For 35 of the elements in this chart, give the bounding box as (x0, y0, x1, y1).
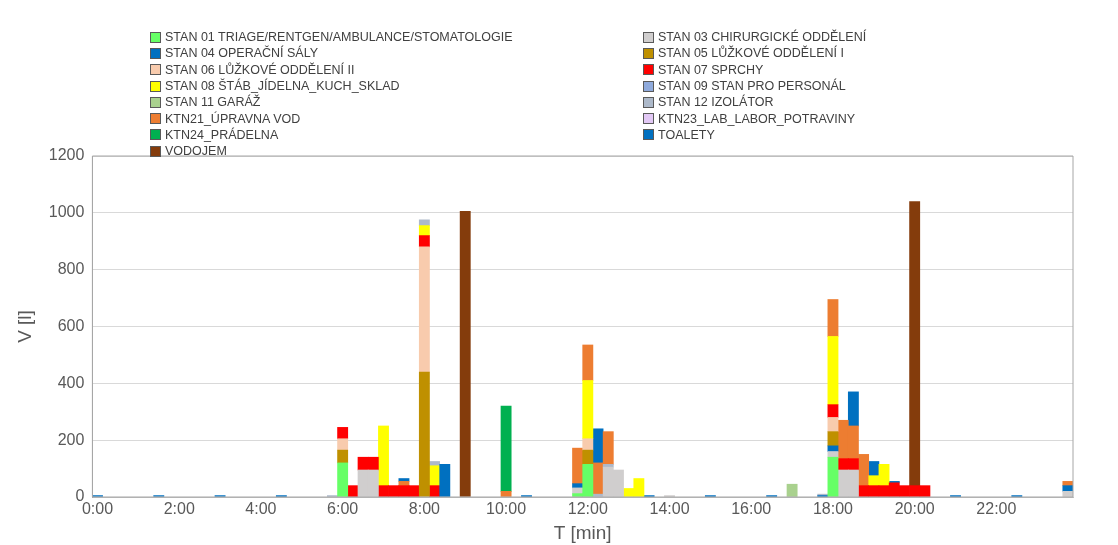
x-tick-label: 8:00 (408, 500, 441, 518)
y-tick-label: 1200 (48, 146, 85, 164)
legend-label: STAN 09 STAN PRO PERSONÁL (658, 79, 846, 94)
legend-label: STAN 01 TRIAGE/RENTGEN/AMBULANCE/STOMATOLOGIE (165, 30, 513, 45)
y-tick-label: 1000 (48, 203, 85, 221)
x-tick-label: 16:00 (731, 500, 772, 518)
x-tick-label: 6:00 (327, 500, 359, 518)
legend-label: STAN 12 IZOLÁTOR (658, 95, 774, 110)
y-tick-label: 600 (57, 316, 85, 334)
x-tick-label: 0:00 (81, 500, 114, 518)
legend-label: STAN 03 CHIRURGICKÉ ODDĚLENÍ (658, 30, 867, 45)
legend-label: STAN 05 LŮŽKOVÉ ODDĚLENÍ I (658, 46, 844, 61)
legend-label: KTN23_LAB_LABOR_POTRAVINY (658, 111, 856, 126)
x-tick-label: 14:00 (649, 500, 690, 518)
y-tick-label: 400 (57, 373, 85, 391)
x-tick-label: 18:00 (812, 500, 854, 518)
legend-label: STAN 08 ŠTÁB_JÍDELNA_KUCH_SKLAD (165, 79, 400, 94)
legend-label: STAN 11 GARÁŽ (165, 95, 261, 110)
x-tick-label: 12:00 (567, 500, 608, 518)
y-tick-label: 800 (57, 260, 85, 278)
x-tick-label: 10:00 (486, 500, 527, 518)
x-tick-label: 2:00 (163, 500, 195, 518)
y-tick-label: 200 (57, 430, 85, 448)
legend-label: VODOJEM (165, 144, 227, 159)
legend-label: TOALETY (658, 127, 715, 142)
y-axis-title: V [l] (13, 310, 35, 343)
x-tick-label: 20:00 (894, 500, 935, 518)
legend-label: STAN 04 OPERAČNÍ SÁLY (165, 46, 319, 61)
legend-label: STAN 06 LŮŽKOVÉ ODDĚLENÍ II (165, 62, 355, 77)
legend-label: KTN24_PRÁDELNA (165, 127, 279, 142)
x-axis-title: T [min] (553, 521, 612, 543)
x-tick-label: 4:00 (245, 500, 277, 518)
x-tick-label: 22:00 (976, 500, 1017, 518)
legend-label: STAN 07 SPRCHY (658, 62, 764, 77)
legend-label: KTN21_ÚPRAVNA VOD (165, 111, 301, 126)
